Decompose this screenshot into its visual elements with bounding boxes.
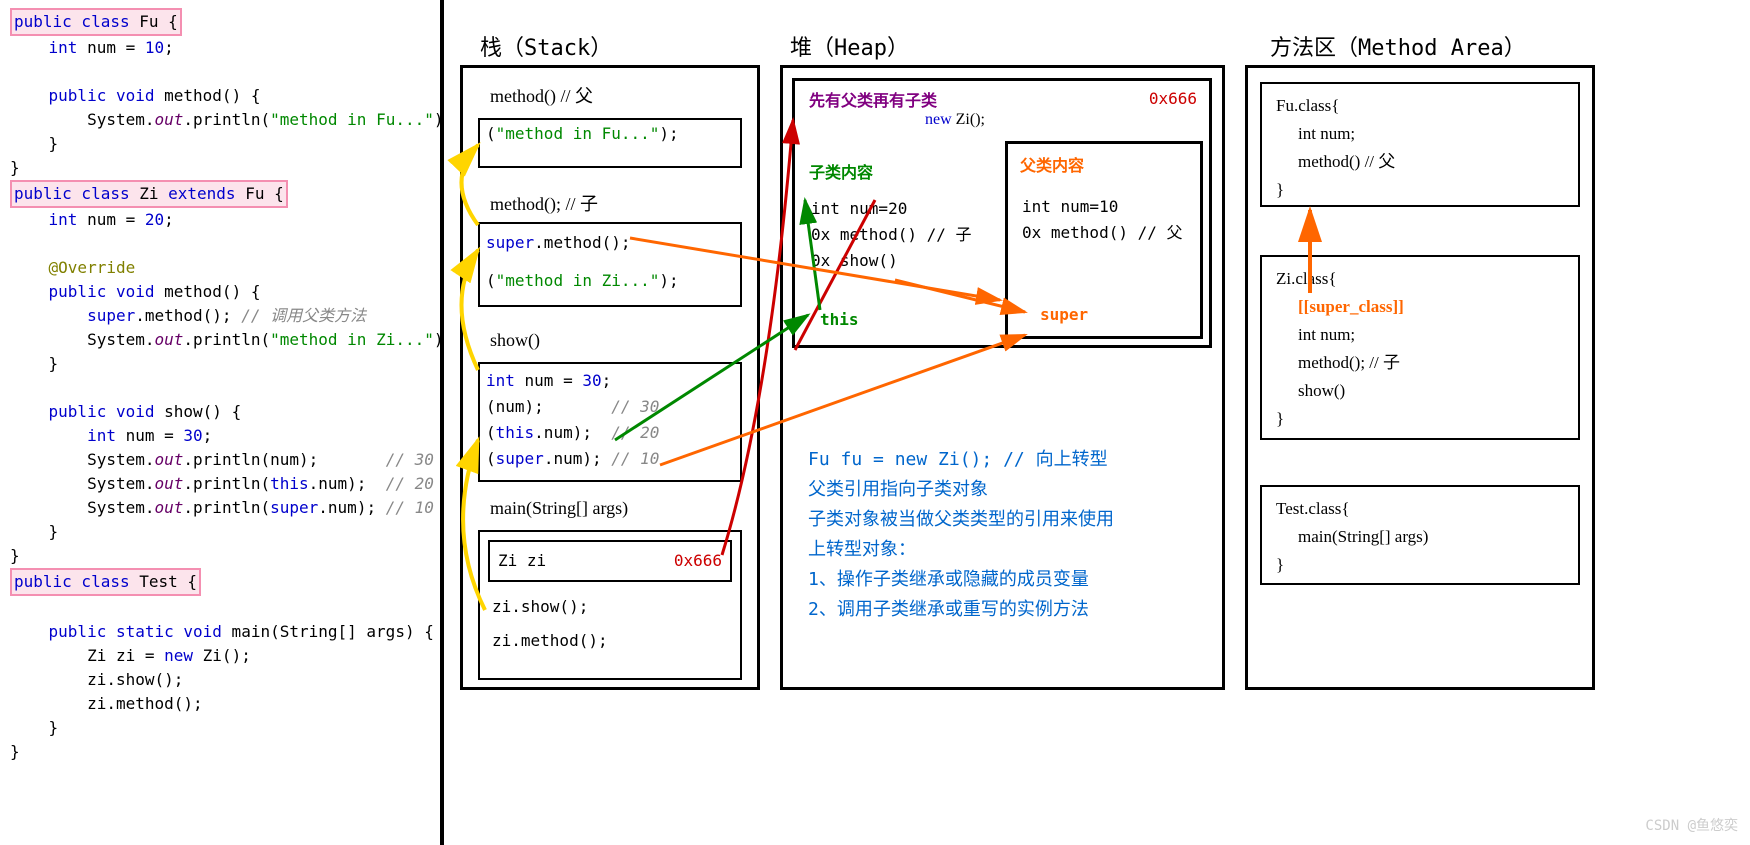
show-print-num: (num); // 30 bbox=[486, 394, 734, 420]
child-num: int num=20 bbox=[811, 196, 972, 222]
stack-frame-2-label: show() bbox=[490, 330, 540, 351]
note-l6: 2、调用子类继承或重写的实例方法 bbox=[808, 595, 1114, 625]
note-l1: Fu fu = new Zi(); // 向上转型 bbox=[808, 445, 1114, 475]
method-zi-print: ("method in Zi..."); bbox=[486, 266, 734, 296]
heap-new-call: new Zi(); bbox=[925, 111, 985, 129]
stack-frame-0-body: ("method in Fu..."); bbox=[478, 118, 742, 168]
fu-class-head: Fu.class{ bbox=[1262, 92, 1578, 120]
main-call-show: zi.show(); bbox=[480, 590, 740, 624]
vertical-divider bbox=[440, 0, 444, 845]
stack-frame-1-label: method(); // 子 bbox=[490, 190, 598, 216]
fu-class-num: int num; bbox=[1262, 120, 1578, 148]
test-class-close: } bbox=[1262, 551, 1578, 579]
watermark: CSDN @鱼悠奕 bbox=[1645, 815, 1738, 835]
heap-parent-box: 父类内容 int num=10 0x method() // 父 bbox=[1005, 141, 1203, 339]
heap-object: 先有父类再有子类 new Zi(); 0x666 子类内容 int num=20… bbox=[792, 78, 1212, 348]
note-l3: 子类对象被当做父类类型的引用来使用 bbox=[808, 505, 1114, 535]
zi-class-head: Zi.class{ bbox=[1262, 265, 1578, 293]
stack-frame-2-body: int num = 30; (num); // 30 (this.num); /… bbox=[478, 362, 742, 482]
zi-var-box: Zi zi 0x666 bbox=[488, 540, 732, 582]
code-fu: public class Fu { int num = 10; public v… bbox=[10, 8, 440, 764]
stack-frame-1-body: super.method(); ("method in Zi..."); bbox=[478, 222, 742, 307]
stack-frame-3-label: main(String[] args) bbox=[490, 498, 628, 519]
show-print-super: (super.num); // 10 bbox=[486, 446, 734, 472]
zi-var-addr: 0x666 bbox=[674, 548, 722, 574]
test-class-main: main(String[] args) bbox=[1262, 523, 1578, 551]
child-show: 0x show() bbox=[811, 248, 972, 274]
this-label: this bbox=[820, 310, 859, 329]
zi-class-num: int num; bbox=[1262, 321, 1578, 349]
zi-var-label: Zi zi bbox=[498, 548, 546, 574]
heap-note: Fu fu = new Zi(); // 向上转型 父类引用指向子类对象 子类对… bbox=[808, 445, 1114, 625]
parent-method: 0x method() // 父 bbox=[1022, 220, 1183, 246]
show-print-this: (this.num); // 20 bbox=[486, 420, 734, 446]
note-l5: 1、操作子类继承或隐藏的成员变量 bbox=[808, 565, 1114, 595]
heap-addr: 0x666 bbox=[1149, 89, 1197, 108]
heap-header: 先有父类再有子类 bbox=[809, 87, 937, 111]
stack-frame-0-label: method() // 父 bbox=[490, 82, 593, 108]
ma-zi-class: Zi.class{ [[super_class]] int num; metho… bbox=[1260, 255, 1580, 440]
test-class-head: Test.class{ bbox=[1262, 495, 1578, 523]
method-fu-print: ("method in Fu..."); bbox=[486, 124, 679, 143]
zi-super-class: [[super_class]] bbox=[1262, 293, 1578, 321]
zi-class-close: } bbox=[1262, 405, 1578, 433]
parent-num: int num=10 bbox=[1022, 194, 1183, 220]
super-method-call: super.method(); bbox=[486, 228, 734, 258]
main-call-method: zi.method(); bbox=[480, 624, 740, 658]
child-method: 0x method() // 子 bbox=[811, 222, 972, 248]
code-panel: public class Fu { int num = 10; public v… bbox=[0, 0, 440, 845]
stack-frame-3-body: Zi zi 0x666 zi.show(); zi.method(); bbox=[478, 530, 742, 680]
super-label: super bbox=[1040, 305, 1088, 324]
stack-title: 栈（Stack） bbox=[480, 30, 612, 62]
child-label: 子类内容 bbox=[809, 159, 873, 183]
zi-class-show: show() bbox=[1262, 377, 1578, 405]
ma-test-class: Test.class{ main(String[] args) } bbox=[1260, 485, 1580, 585]
heap-child-content: int num=20 0x method() // 子 0x show() bbox=[811, 196, 972, 274]
note-l4: 上转型对象： bbox=[808, 535, 1114, 565]
ma-fu-class: Fu.class{ int num; method() // 父 } bbox=[1260, 82, 1580, 207]
show-local-num: int num = 30; bbox=[486, 368, 734, 394]
fu-class-close: } bbox=[1262, 176, 1578, 204]
zi-class-method: method(); // 子 bbox=[1262, 349, 1578, 377]
method-area-title: 方法区（Method Area） bbox=[1270, 30, 1526, 62]
note-l2: 父类引用指向子类对象 bbox=[808, 475, 1114, 505]
parent-label: 父类内容 bbox=[1020, 152, 1084, 176]
fu-class-method: method() // 父 bbox=[1262, 148, 1578, 176]
heap-title: 堆（Heap） bbox=[790, 30, 909, 62]
heap-parent-content: int num=10 0x method() // 父 bbox=[1022, 194, 1183, 246]
